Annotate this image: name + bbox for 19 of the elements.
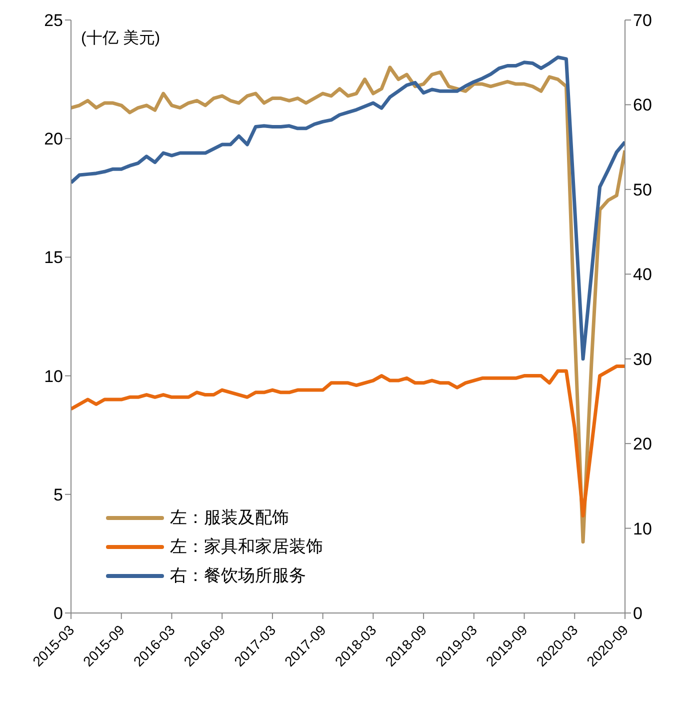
- y2-tick-label: 30: [633, 350, 652, 369]
- legend-label: 左：服装及配饰: [170, 507, 289, 529]
- y2-tick-label: 40: [633, 265, 652, 284]
- y-tick-label: 10: [44, 366, 63, 386]
- y2-tick-label: 50: [633, 180, 652, 200]
- annotation: (十亿 美元): [81, 28, 160, 49]
- legend-label: 左：家具和家居装饰: [170, 536, 323, 558]
- y-tick-label: 25: [44, 11, 63, 30]
- y2-tick-label: 60: [633, 96, 652, 115]
- y2-tick-label: 70: [633, 11, 652, 30]
- legend-label: 右：餐饮场所服务: [170, 565, 306, 587]
- y2-tick-label: 0: [633, 604, 642, 624]
- y-tick-label: 5: [54, 485, 63, 504]
- y2-tick-label: 10: [633, 519, 652, 538]
- y2-tick-label: 20: [633, 434, 652, 454]
- y-tick-label: 0: [54, 604, 63, 624]
- y-tick-label: 20: [44, 130, 63, 149]
- y-tick-label: 15: [44, 248, 63, 268]
- line-series: [71, 56, 625, 361]
